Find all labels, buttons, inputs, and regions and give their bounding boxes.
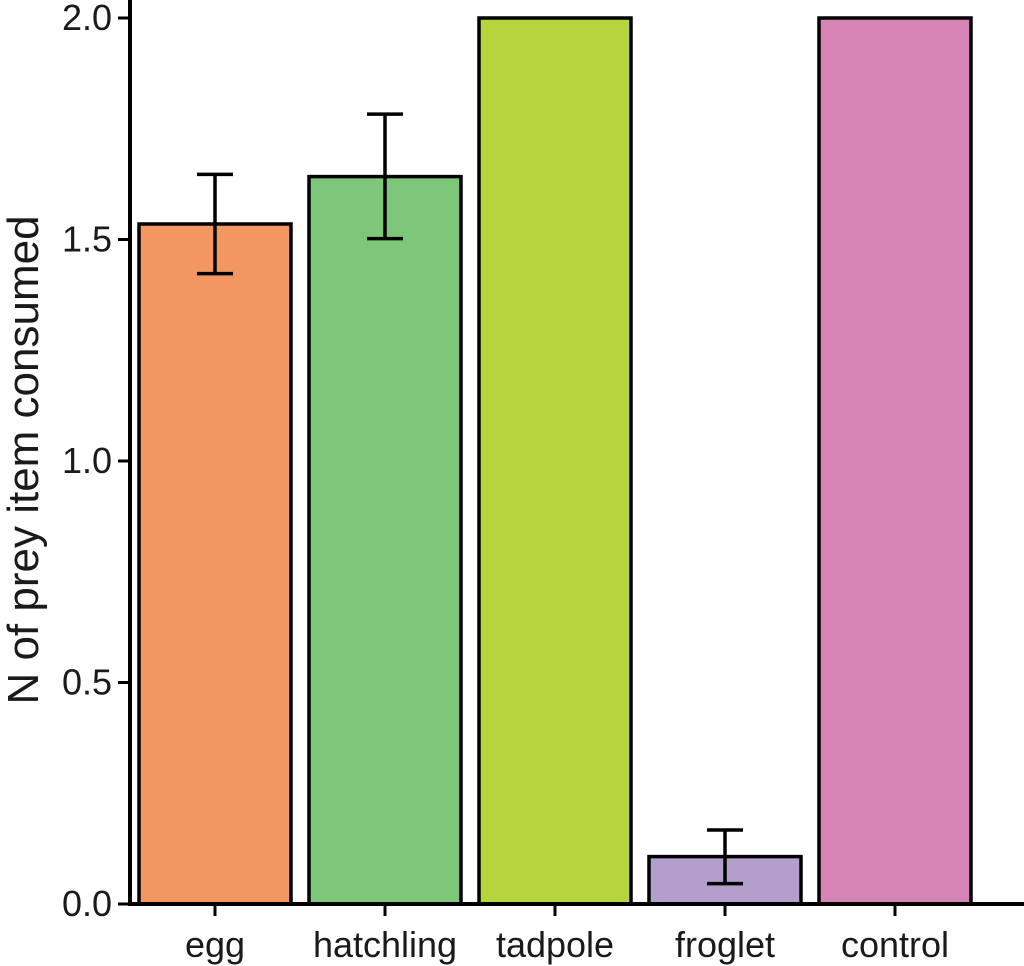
x-tick-label-tadpole: tadpole: [496, 924, 614, 965]
y-axis-title: N of prey item consumed: [0, 215, 48, 704]
y-axis: 0.0 0.5 1.0 1.5 2.0: [62, 0, 130, 924]
bar-hatchling: [307, 174, 463, 906]
x-tick-label-egg: egg: [185, 924, 245, 965]
bar-egg: [137, 222, 293, 906]
bars: [137, 16, 973, 906]
y-tick-label: 2.0: [62, 0, 112, 38]
y-tick-label: 0.0: [62, 883, 112, 924]
x-tick-label-hatchling: hatchling: [313, 924, 457, 965]
x-tick-label-froglet: froglet: [675, 924, 775, 965]
error-bar-froglet: [707, 828, 743, 886]
bar-control: [817, 16, 973, 906]
y-tick-label: 0.5: [62, 662, 112, 703]
x-axis: egg hatchling tadpole froglet control: [185, 904, 949, 965]
y-tick-label: 1.5: [62, 219, 112, 260]
y-tick-label: 1.0: [62, 440, 112, 481]
bar-tadpole: [477, 16, 633, 906]
error-bar-hatchling: [367, 112, 403, 241]
error-bars: [197, 112, 743, 886]
error-bar-egg: [197, 172, 233, 276]
x-tick-label-control: control: [841, 924, 949, 965]
